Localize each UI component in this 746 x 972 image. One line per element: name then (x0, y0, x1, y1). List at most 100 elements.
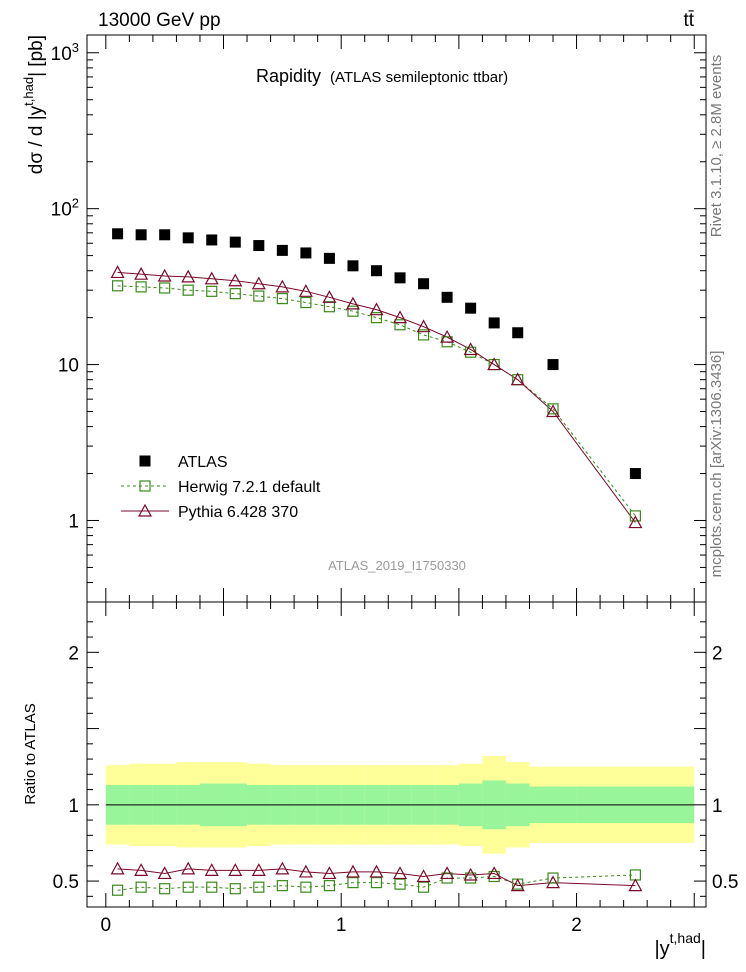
ratio-point-0 (547, 872, 559, 884)
ratio-point-0 (111, 884, 124, 896)
ratio-point-1 (510, 878, 525, 892)
ratio-point-1 (369, 864, 384, 878)
ratio-point-1 (275, 861, 290, 875)
ratio-point-1 (157, 866, 172, 880)
main-point-2 (369, 302, 384, 316)
main-point-1 (135, 281, 147, 293)
process-label: tt̄ (683, 10, 694, 31)
main-point-1 (347, 305, 359, 317)
ratio-point-0 (206, 881, 218, 893)
main-point-0 (629, 468, 641, 480)
main-point-2 (487, 357, 502, 371)
ratio-point-0 (276, 880, 288, 892)
main-point-1 (300, 296, 312, 309)
ratio-point-0 (135, 881, 147, 893)
main-point-0 (347, 260, 359, 272)
ratio-point-0 (394, 878, 406, 890)
ratio-point-1 (546, 875, 561, 889)
ratio-x-tick-label: 1 (336, 915, 347, 936)
main-chart-title: Rapidity (256, 66, 321, 86)
main-y-tick-label: 10 (58, 356, 79, 377)
main-point-2 (628, 515, 643, 529)
main-point-0 (465, 302, 477, 314)
ratio-point-0 (417, 881, 430, 893)
main-point-2 (345, 296, 360, 310)
ratio-point-0 (159, 883, 171, 895)
ratio-point-1 (228, 863, 243, 877)
ratio-point-1 (251, 863, 266, 877)
ratio-point-1 (204, 863, 219, 877)
ratio-point-1 (110, 861, 125, 875)
ratio-point-1 (440, 866, 455, 880)
main-point-1 (206, 285, 218, 297)
ratio-point-1 (134, 863, 149, 877)
ratio-y-tick-label-right: 0.5 (712, 872, 738, 893)
main-point-0 (112, 228, 124, 240)
ratio-plot-frame (86, 601, 707, 908)
mcplots-label: mcplots.cern.ch [arXiv:1306.3436] (708, 351, 725, 578)
main-point-2 (393, 310, 408, 324)
ratio-y-tick-label: 2 (68, 643, 79, 664)
legend-marker (139, 480, 151, 492)
main-point-0 (323, 252, 335, 264)
main-point-1 (323, 301, 336, 313)
ratio-y-tick-label-right: 2 (712, 643, 723, 664)
main-point-0 (159, 229, 171, 241)
ratio-point-1 (322, 866, 337, 880)
analysis-id-label: ATLAS_2019_I1750330 (328, 558, 466, 573)
legend-label: ATLAS (178, 454, 228, 471)
svg-text:dσ / d |yt,had| [pb]: dσ / d |yt,had| [pb] (21, 35, 47, 174)
main-point-2 (275, 279, 290, 293)
ratio-point-1 (463, 867, 478, 881)
ratio-point-1 (416, 869, 431, 883)
ratio-x-tick-label: 0 (101, 915, 112, 936)
main-point-1 (159, 282, 171, 294)
main-point-0 (488, 317, 500, 329)
ratio-point-0 (347, 876, 359, 889)
x-label-part-a: |y (654, 938, 669, 960)
ratio-point-1 (345, 864, 360, 878)
main-y-tick-label-exp: 2 (72, 196, 79, 211)
main-point-0 (229, 236, 241, 248)
main-y-label-part-b: | [pb] (26, 35, 47, 77)
main-point-2 (134, 266, 149, 280)
ratio-panel: 0.5 0.5 1 1 2 2 0 1 2 (53, 602, 738, 936)
main-point-2 (204, 271, 219, 285)
ratio-point-0 (182, 881, 194, 893)
main-y-label-part-a: dσ / d |y (26, 105, 47, 174)
main-point-1 (253, 290, 265, 302)
ratio-point-0 (323, 880, 336, 892)
ratio-y-tick-label: 0.5 (53, 872, 79, 893)
energy-label: 13000 GeV pp (98, 10, 221, 31)
main-point-1 (629, 510, 641, 522)
main-point-2 (110, 265, 125, 279)
ratio-y-tick-label: 1 (68, 796, 79, 817)
main-point-0 (370, 265, 382, 277)
ratio-point-0 (300, 881, 312, 893)
ratio-point-1 (487, 866, 502, 880)
ratio-y-axis-label: Ratio to ATLAS (22, 703, 39, 804)
main-point-2 (546, 404, 561, 418)
ratio-point-0 (370, 876, 383, 889)
main-point-0 (512, 327, 524, 339)
ratio-series-line-0 (117, 874, 636, 891)
main-point-1 (370, 312, 383, 324)
rivet-version-label: Rivet 3.1.10, ≥ 2.8M events (708, 55, 725, 238)
main-point-2 (298, 284, 313, 297)
main-y-tick-label-exp: 3 (72, 40, 79, 55)
main-point-0 (300, 247, 312, 259)
ratio-y-tick-label-right: 1 (712, 796, 723, 817)
legend: ATLAS Herwig 7.2.1 default Pythia 6.428 37… (121, 454, 321, 521)
main-point-0 (276, 244, 288, 256)
ratio-point-1 (393, 866, 408, 880)
main-point-0 (394, 272, 406, 284)
main-point-2 (157, 268, 172, 282)
main-point-2 (228, 273, 243, 287)
main-point-2 (322, 290, 337, 303)
legend-label: Herwig 7.2.1 default (178, 479, 321, 496)
main-y-tick-label: 102 (51, 196, 79, 221)
main-point-0 (441, 291, 453, 303)
main-point-0 (135, 229, 147, 241)
x-label-part-b: | (701, 938, 706, 960)
